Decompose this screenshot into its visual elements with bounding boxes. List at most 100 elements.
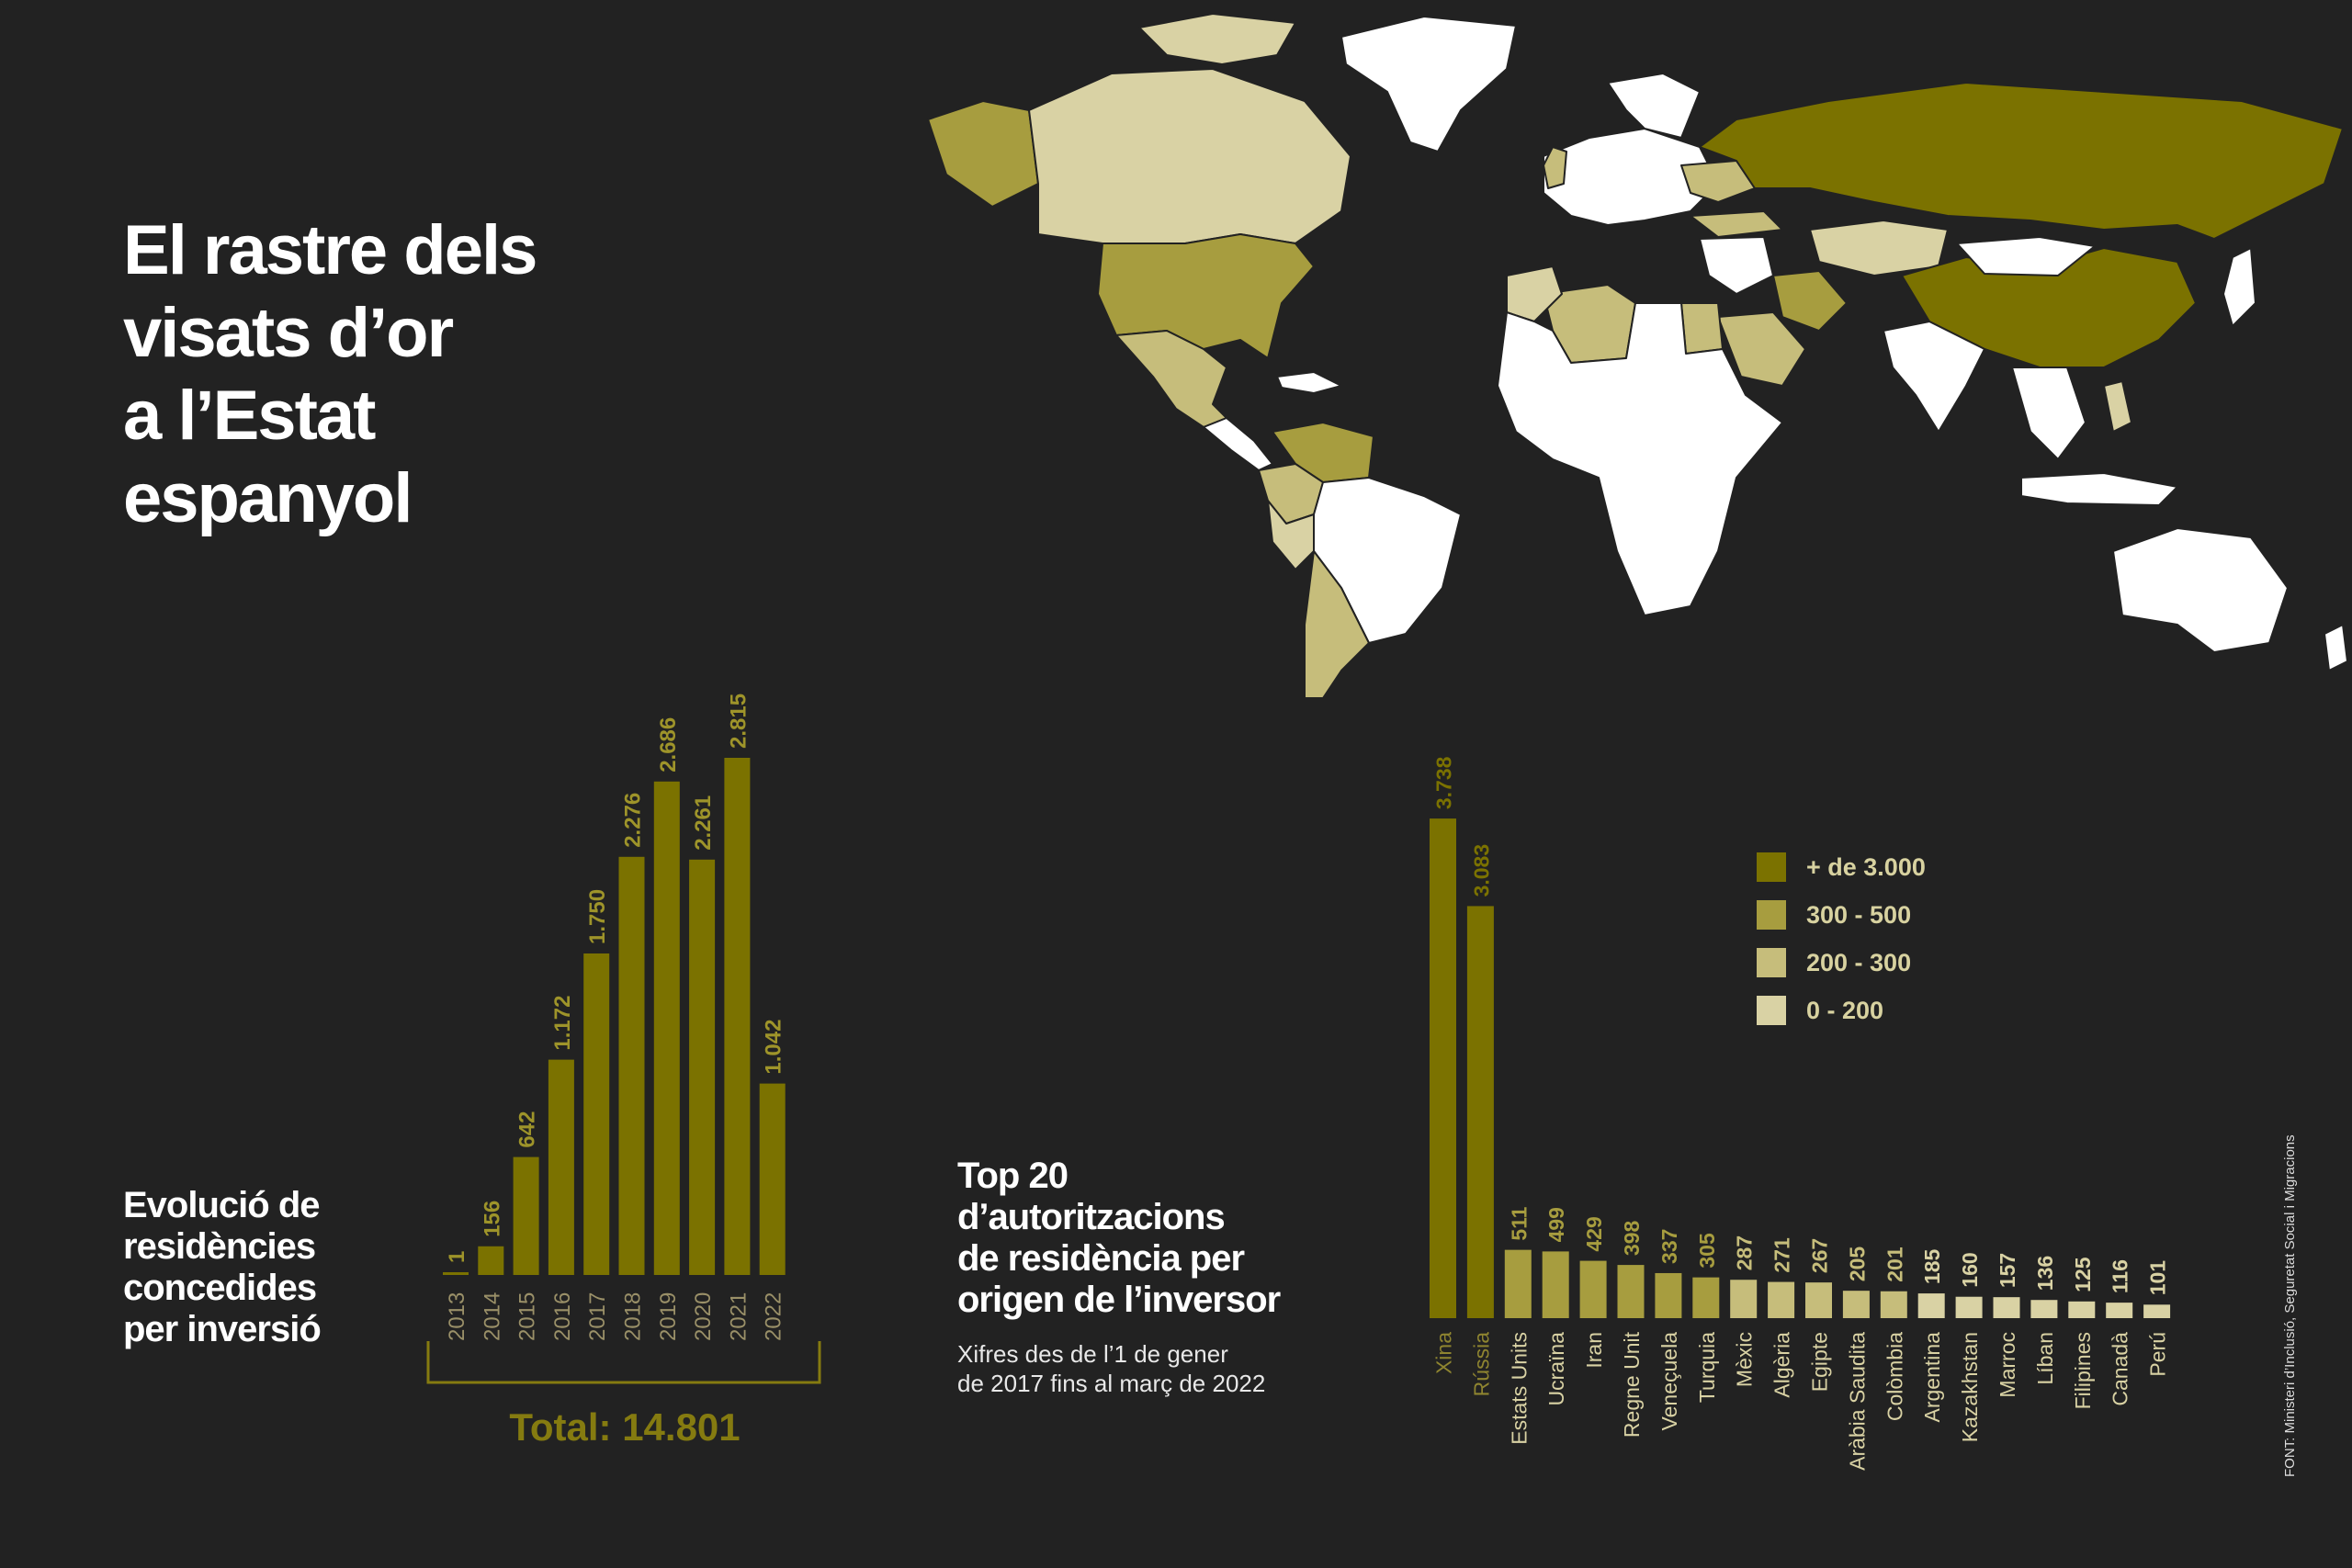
map-africa [1497,302,1783,616]
map-russia [1699,82,2344,240]
country-bar [1466,906,1494,1318]
country-bar [1655,1272,1682,1318]
country-value-label: 136 [2033,1256,2057,1291]
yearly-bar-chart: 1 156 642 1.172 1.750 2.276 2.686 2.261 2.815 1.0… [426,694,821,1384]
country-bar [1579,1260,1607,1318]
main-title-line: espanyol [123,459,413,537]
country-category-label: Xina [1432,1332,1456,1374]
country-bar [2143,1304,2171,1318]
year-category-label: 2021 [726,1292,751,1341]
year-value-label: 1.750 [585,889,610,944]
map-japan [2222,247,2256,327]
country-value-label: 267 [1808,1238,1832,1273]
country-bar [2106,1303,2133,1318]
map-australia [2112,527,2289,653]
map-egypt [1680,302,1724,355]
country-value-label: 125 [2071,1257,2095,1292]
chart1-title-line: per inversió [123,1309,322,1349]
map-alaska [927,100,1039,208]
legend-item: + de 3.000 [1757,843,1926,891]
country-category-label: Egipte [1808,1332,1832,1392]
map-ukraine [1680,160,1756,203]
legend-swatch [1757,900,1786,930]
year-category-label: 2020 [691,1292,716,1341]
legend-item: 300 - 500 [1757,891,1926,939]
map-new-zealand [2324,624,2348,671]
chart1-title-line: Evolució de [123,1185,320,1225]
country-category-label: Mèxic [1733,1332,1757,1387]
year-value-label: 156 [480,1201,504,1237]
legend-label: + de 3.000 [1806,852,1926,881]
legend-label: 0 - 200 [1806,996,1884,1024]
year-bar-2022 [759,1083,786,1275]
year-category-label: 2018 [621,1292,646,1341]
chart2-subtitle-line: de 2017 fins al març de 2022 [957,1370,1266,1397]
year-bar-2018 [618,856,645,1275]
total-label: Total: 14.801 [509,1405,741,1449]
map-arctic-islands [1138,13,1296,65]
legend-label: 200 - 300 [1806,948,1912,976]
country-category-label: Líban [2033,1332,2057,1385]
map-uk [1543,146,1567,189]
year-value-label: 2.686 [656,717,681,773]
year-category-label: 2017 [585,1292,610,1341]
country-bar [1917,1293,1945,1318]
map-scandinavia [1607,73,1701,139]
country-bar [1617,1265,1645,1318]
chart2-subtitle: Xifres des de l’1 de gener de 2017 fins … [957,1339,1265,1398]
map-iran [1772,270,1848,332]
chart2-title-line: Top 20 [957,1156,1069,1196]
country-category-label: Aràbia Saudita [1845,1332,1869,1471]
map-philippines [2103,380,2132,433]
country-value-label: 287 [1733,1235,1757,1270]
country-value-label: 157 [1996,1253,2019,1288]
country-bar [1880,1291,1907,1318]
country-category-label: Colòmbia [1883,1332,1906,1421]
map-kazakhstan [1809,220,1949,276]
legend-item: 0 - 200 [1757,987,1926,1034]
country-value-label: 271 [1770,1237,1794,1273]
country-value-label: 116 [2109,1259,2132,1293]
country-bar [1730,1280,1758,1318]
legend-item: 200 - 300 [1757,939,1926,987]
country-category-label: Algèria [1770,1332,1794,1398]
map-mexico [1115,330,1227,428]
country-bar [1430,818,1456,1318]
main-title: El rastre dels visats d’or a l’Estat esp… [123,209,537,540]
year-category-label: 2022 [762,1292,786,1341]
country-category-label: Marroc [1996,1332,2019,1398]
year-bar-2021 [724,758,751,1275]
main-title-line: a l’Estat [123,377,376,455]
country-value-label: 511 [1507,1206,1531,1240]
map-india [1883,321,1985,433]
year-category-label: 2015 [515,1292,540,1341]
country-category-label: Ucraïna [1544,1332,1568,1406]
chart2-subtitle-line: Xifres des de l’1 de gener [957,1340,1228,1368]
country-category-label: Argentina [1920,1332,1944,1423]
country-category-label: Estats Units [1507,1332,1531,1445]
year-value-label: 1.172 [550,996,575,1051]
year-category-label: 2013 [445,1292,469,1341]
map-saudi-arabia [1717,311,1806,387]
map-morocco [1506,265,1563,322]
year-category-label: 2019 [656,1292,681,1341]
chart2-title: Top 20 d’autoritzacions de residència pe… [957,1156,1281,1321]
year-bar-2015 [513,1156,539,1275]
country-bar [1955,1296,1983,1318]
main-title-line: visats d’or [123,294,454,372]
map-se-asia [2011,367,2086,460]
country-bar [2030,1300,2058,1318]
country-bar [1768,1281,1795,1318]
map-turkey [1690,210,1783,238]
country-value-label: 160 [1958,1252,1982,1287]
country-category-label: Perú [2146,1332,2170,1377]
legend-swatch [1757,852,1786,882]
country-value-label: 205 [1845,1247,1869,1282]
map-indonesia [2020,472,2178,506]
chart1-title: Evolució de residències concedides per i… [123,1185,322,1350]
chart2-title-line: origen de l’inversor [957,1280,1281,1320]
country-category-label: Regne Unit [1620,1331,1644,1438]
main-title-line: El rastre dels [123,211,537,289]
chart2-title-line: de residència per [957,1238,1245,1279]
country-bar [1692,1277,1720,1318]
